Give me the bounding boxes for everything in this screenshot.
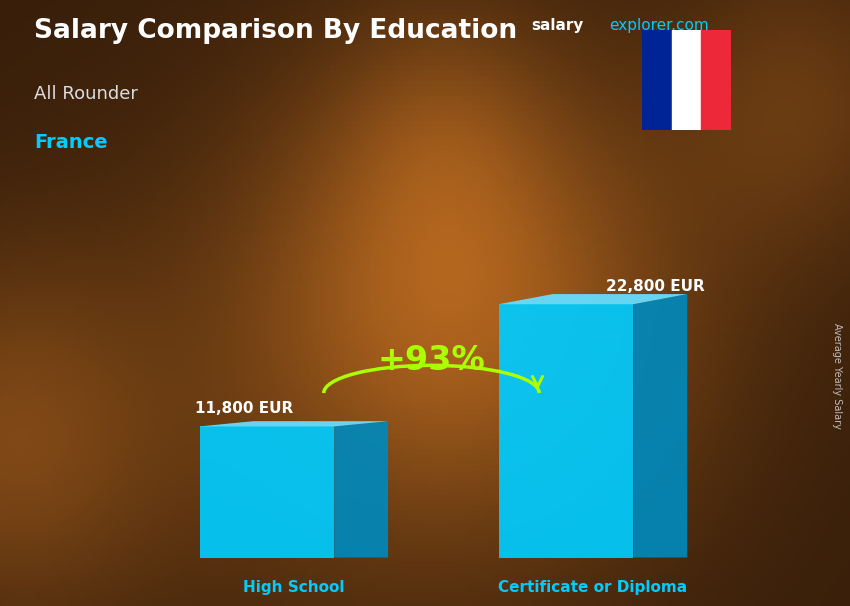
Text: Salary Comparison By Education: Salary Comparison By Education (34, 18, 517, 44)
Text: Average Yearly Salary: Average Yearly Salary (832, 323, 842, 428)
Polygon shape (200, 427, 334, 558)
Text: 11,800 EUR: 11,800 EUR (196, 401, 293, 416)
Polygon shape (499, 294, 688, 304)
Polygon shape (499, 304, 633, 558)
Polygon shape (633, 294, 688, 558)
Text: salary: salary (531, 18, 584, 33)
Polygon shape (200, 421, 388, 427)
Bar (701, 30, 731, 130)
Text: 22,800 EUR: 22,800 EUR (607, 279, 706, 294)
Text: France: France (34, 133, 108, 152)
Polygon shape (334, 421, 388, 558)
Text: All Rounder: All Rounder (34, 85, 138, 103)
Text: High School: High School (243, 580, 344, 594)
Text: +93%: +93% (377, 344, 485, 378)
Bar (672, 30, 701, 130)
Text: explorer.com: explorer.com (609, 18, 709, 33)
Text: Certificate or Diploma: Certificate or Diploma (498, 580, 688, 594)
Bar (642, 30, 672, 130)
